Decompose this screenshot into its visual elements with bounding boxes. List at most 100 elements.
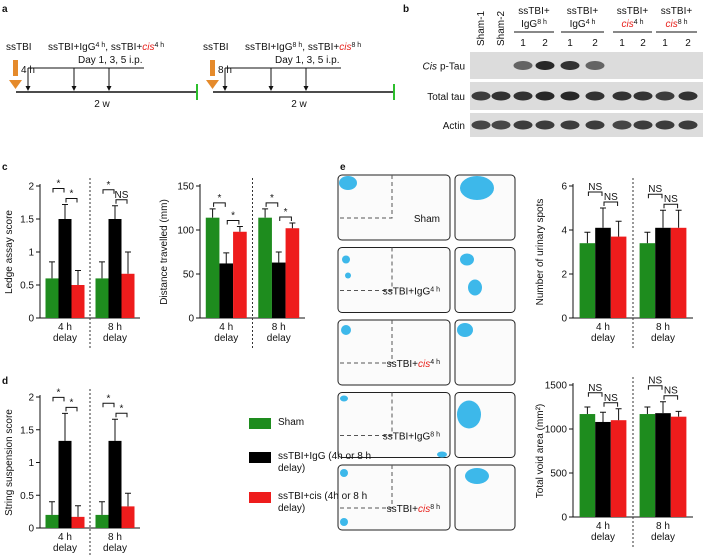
error-bar — [223, 252, 230, 264]
blot-band — [655, 120, 675, 130]
bar — [610, 236, 627, 318]
significance-bracket — [587, 191, 603, 196]
significance-label: * — [70, 188, 74, 199]
group-agent: IgG8 h — [521, 19, 547, 31]
lane-label: Sham-2 — [496, 11, 507, 46]
group-prefix: ssTBI+ — [518, 6, 550, 17]
error-bar — [600, 207, 606, 228]
error-bar — [236, 225, 243, 232]
bar — [233, 231, 247, 318]
urine-spot — [468, 279, 482, 296]
blot-band — [491, 91, 511, 101]
x-tick-label: 4 h delay — [591, 521, 615, 543]
superscript: 8 h — [537, 19, 547, 26]
error-bar — [49, 261, 55, 279]
significance-bracket — [226, 219, 240, 225]
significance-bracket — [213, 202, 226, 207]
text-part: Actin — [443, 121, 465, 132]
bar — [271, 262, 286, 318]
zoom-box — [338, 247, 393, 291]
blot-band — [655, 91, 675, 101]
significance-bracket — [279, 216, 292, 221]
blot-band — [633, 91, 653, 101]
lane-number: 2 — [542, 38, 548, 49]
blot-band — [585, 91, 605, 101]
urine-spot — [465, 468, 489, 484]
blot-band — [535, 120, 555, 130]
error-bar — [644, 406, 651, 415]
significance-label: * — [217, 193, 221, 204]
significance-label: * — [231, 210, 235, 221]
significance-bracket — [265, 202, 279, 207]
y-tick-label: 6 — [561, 182, 567, 193]
text-part: IgG — [276, 42, 292, 53]
significance-label: NS — [604, 393, 618, 404]
error-bar — [615, 408, 622, 421]
x-tick-label: 8 h delay — [651, 521, 675, 543]
bar — [58, 440, 72, 528]
blot-band — [678, 91, 698, 101]
group-agent: cis8 h — [666, 19, 688, 31]
error-bar — [112, 205, 118, 219]
legend-swatch — [249, 452, 271, 463]
error-bar — [62, 203, 68, 219]
group-prefix: ssTBI+ — [617, 6, 649, 17]
significance-label: NS — [115, 190, 129, 201]
bar — [639, 414, 656, 517]
injury-label: ssTBI — [203, 42, 229, 53]
panel-letter: d — [2, 376, 8, 387]
error-bar — [75, 505, 81, 517]
error-bar — [125, 492, 131, 507]
error-bar — [209, 208, 216, 218]
group-prefix: ssTBI+ — [661, 6, 693, 17]
bar — [95, 514, 109, 528]
y-tick-label: 1500 — [545, 381, 568, 392]
urine-spot — [460, 253, 474, 266]
x-tick-label: 8 h delay — [266, 322, 291, 344]
urine-spot — [340, 395, 348, 402]
text-part: ssTBI+ — [387, 359, 419, 370]
urine-spot — [460, 176, 494, 200]
error-bar — [584, 406, 591, 415]
bar — [121, 506, 135, 528]
bar — [58, 219, 72, 318]
schedule: Day 1, 3, 5 i.p. — [78, 55, 142, 66]
y-tick-label: 4 — [561, 226, 567, 237]
error-bar — [675, 209, 682, 228]
x-tick-label: 4 h delay — [591, 322, 615, 344]
significance-bracket — [587, 392, 603, 397]
superscript: 8 h — [351, 42, 361, 49]
bar — [45, 514, 59, 528]
significance-label: * — [284, 207, 288, 218]
row-label: Total tau — [427, 92, 465, 103]
y-tick-label: 0 — [188, 314, 194, 325]
significance-bracket — [663, 203, 679, 209]
cage-zoom — [454, 319, 516, 386]
legend-label: ssTBI+IgG (4h or 8 h delay) — [278, 451, 372, 474]
dose-arrowhead — [222, 86, 228, 91]
blot-band — [535, 91, 555, 101]
significance-label: NS — [588, 182, 602, 193]
lane-number: 1 — [520, 38, 526, 49]
y-tick-label: 2 — [28, 182, 34, 193]
duration: 2 w — [291, 99, 307, 110]
significance-label: * — [120, 403, 124, 414]
significance-label: * — [57, 387, 61, 398]
significance-label: * — [107, 393, 111, 404]
lane-label: Sham-1 — [476, 11, 487, 46]
blot-band — [513, 91, 533, 101]
significance-bracket — [603, 201, 619, 206]
y-tick-label: 0 — [561, 513, 567, 524]
significance-bracket — [102, 402, 115, 408]
superscript: 4 h — [634, 19, 644, 26]
text-part: cis — [418, 504, 430, 515]
legend-swatch — [249, 492, 271, 503]
y-axis-label: Ledge assay score — [4, 210, 15, 294]
superscript: 8 h — [430, 431, 440, 438]
text-part: ssTBI+ — [383, 432, 415, 443]
bar — [219, 263, 234, 318]
error-bar — [99, 501, 105, 515]
cage-image — [337, 392, 451, 458]
significance-label: NS — [604, 192, 618, 203]
row-label: Cis p-Tau — [423, 62, 465, 73]
